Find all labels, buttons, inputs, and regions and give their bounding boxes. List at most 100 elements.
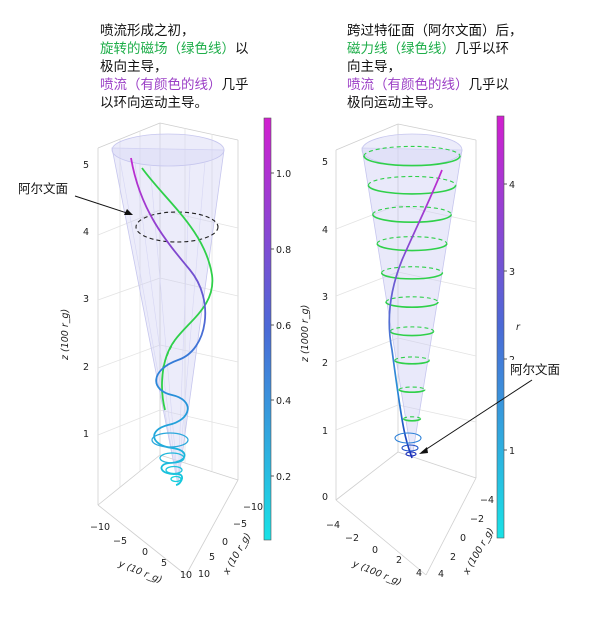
right-y-axis: −4 −2 0 2 4 y (100 r_g) bbox=[326, 520, 422, 588]
left-caption-line2-rest: 以 bbox=[235, 41, 249, 57]
right-field-line-turn bbox=[385, 301, 439, 308]
left-x-tick: −5 bbox=[233, 519, 247, 530]
right-field-line-turn bbox=[380, 272, 444, 280]
left-colorbar: 1.0 0.8 0.6 0.4 0.2 bbox=[263, 117, 291, 541]
right-y-tick: 2 bbox=[396, 555, 402, 566]
left-colorbar-tick: 1.0 bbox=[276, 169, 291, 180]
left-alfven-surface bbox=[135, 211, 219, 243]
left-caption-green: 旋转的磁场（绿色线） bbox=[100, 41, 235, 57]
right-z-label: z (1000 r_g) bbox=[300, 305, 311, 363]
right-field-line-turn bbox=[402, 418, 422, 422]
right-annotation: 阿尔文面 bbox=[419, 360, 568, 454]
left-3d-plot: 5 4 3 2 1 z (100 r_g) −10 −5 0 5 10 y (1… bbox=[18, 117, 291, 586]
left-annotation: 阿尔文面 bbox=[18, 181, 133, 215]
left-x-axis: −10 −5 0 5 10 x (10 r_g) bbox=[198, 502, 263, 580]
right-y-tick: 0 bbox=[372, 545, 378, 556]
left-cone bbox=[111, 133, 225, 486]
right-z-tick: 3 bbox=[322, 292, 328, 303]
left-colorbar-tick: 0.6 bbox=[276, 321, 291, 332]
left-z-tick: 5 bbox=[83, 160, 89, 171]
left-colorbar-tick: 0.4 bbox=[276, 396, 291, 407]
right-field-line-turn-back bbox=[403, 416, 421, 420]
left-field-line bbox=[141, 167, 214, 411]
right-axes-box bbox=[335, 123, 477, 576]
right-z-axis: 5 4 3 2 1 0 z (1000 r_g) bbox=[300, 157, 328, 503]
left-z-tick: 1 bbox=[83, 429, 89, 440]
left-caption-line3: 极向主导， bbox=[100, 59, 168, 75]
right-caption-line2: 磁力线（绿色线）几乎以环 bbox=[347, 40, 523, 58]
right-caption-line3: 向主导， bbox=[347, 59, 401, 75]
left-y-tick: 10 bbox=[180, 570, 192, 581]
right-field-line-turn bbox=[398, 389, 426, 393]
right-y-tick: −2 bbox=[345, 533, 359, 544]
left-x-tick: 0 bbox=[222, 537, 228, 548]
right-colorbar-tick: 4 bbox=[509, 180, 515, 191]
left-colorbar-tick: 0.8 bbox=[276, 245, 291, 256]
right-caption-green: 磁力线（绿色线） bbox=[347, 41, 455, 57]
left-x-tick: 5 bbox=[209, 552, 215, 563]
right-colorbar-label: r bbox=[516, 322, 521, 333]
right-field-line-turn-back bbox=[381, 266, 443, 273]
left-caption-line4-rest: 几乎 bbox=[221, 77, 249, 93]
right-field-line-turn-back bbox=[394, 356, 430, 361]
right-tip-rings bbox=[394, 432, 422, 457]
left-x-tick: −10 bbox=[243, 502, 263, 513]
right-caption-line4: 喷流（有颜色的线）几乎以 bbox=[347, 76, 523, 94]
right-field-line-turn bbox=[372, 214, 452, 224]
right-field-line-turn bbox=[367, 184, 457, 195]
left-z-tick: 3 bbox=[83, 294, 89, 305]
left-z-axis: 5 4 3 2 1 z (100 r_g) bbox=[60, 160, 89, 440]
right-y-tick: 4 bbox=[416, 568, 422, 579]
right-x-axis: −4 −2 0 2 4 x (100 r_g) bbox=[438, 495, 497, 580]
left-caption-line2: 旋转的磁场（绿色线）以 bbox=[100, 40, 249, 58]
left-caption-line1: 喷流形成之初， bbox=[100, 23, 195, 39]
right-field-line-turn-back bbox=[363, 145, 461, 157]
right-caption-line2-rest: 几乎以环 bbox=[455, 41, 509, 57]
left-z-tick: 2 bbox=[83, 362, 89, 373]
left-z-tick: 4 bbox=[83, 227, 89, 238]
right-colorbar-tick: 3 bbox=[509, 267, 515, 278]
left-annotation-text: 阿尔文面 bbox=[18, 181, 68, 196]
right-field-line-turn bbox=[363, 155, 461, 167]
right-caption-purple: 喷流（有颜色的线） bbox=[347, 77, 469, 93]
right-x-tick: −2 bbox=[470, 514, 484, 525]
right-annotation-text: 阿尔文面 bbox=[510, 362, 560, 377]
left-helix-rings bbox=[151, 432, 189, 483]
right-x-tick: 4 bbox=[438, 569, 444, 580]
left-x-tick: 10 bbox=[198, 569, 210, 580]
left-z-label: z (100 r_g) bbox=[60, 309, 71, 361]
right-x-tick: −4 bbox=[480, 495, 494, 506]
right-caption: 跨过特征面（阿尔文面）后， 磁力线（绿色线）几乎以环 向主导， 喷流（有颜色的线… bbox=[347, 22, 523, 112]
left-y-axis: −10 −5 0 5 10 y (10 r_g) bbox=[90, 522, 192, 586]
left-panel: 喷流形成之初， 旋转的磁场（绿色线）以 极向主导， 喷流（有颜色的线）几乎 以环… bbox=[18, 22, 291, 586]
left-caption: 喷流形成之初， 旋转的磁场（绿色线）以 极向主导， 喷流（有颜色的线）几乎 以环… bbox=[100, 22, 249, 112]
right-jet-trajectory bbox=[388, 169, 443, 459]
right-z-tick: 2 bbox=[322, 358, 328, 369]
left-field-line-dashed bbox=[161, 339, 176, 373]
left-jet-trajectory bbox=[130, 157, 207, 486]
left-y-tick: −10 bbox=[90, 522, 110, 533]
right-y-tick: −4 bbox=[326, 520, 340, 531]
left-caption-line5: 以环向运动主导。 bbox=[100, 95, 208, 111]
right-panel: 跨过特征面（阿尔文面）后， 磁力线（绿色线）几乎以环 向主导， 喷流（有颜色的线… bbox=[300, 0, 600, 619]
right-field-line-turn-back bbox=[398, 386, 426, 390]
right-field-line-turn-back bbox=[385, 296, 439, 303]
right-x-tick: 0 bbox=[460, 533, 466, 544]
right-z-tick: 1 bbox=[322, 426, 328, 437]
right-z-tick: 0 bbox=[322, 492, 328, 503]
right-field-line-turn bbox=[394, 360, 430, 365]
left-y-label: y (10 r_g) bbox=[116, 558, 164, 586]
left-y-tick: −5 bbox=[113, 536, 127, 547]
right-cone bbox=[361, 133, 463, 459]
right-field-line-turn bbox=[389, 330, 435, 337]
right-field-line-turn-back bbox=[389, 326, 435, 332]
left-colorbar-tick: 0.2 bbox=[276, 472, 291, 483]
right-colorbar: 4 3 2 1 r bbox=[496, 115, 521, 539]
right-3d-plot: 5 4 3 2 1 0 z (1000 r_g) −4 −2 0 2 4 y (… bbox=[300, 115, 568, 588]
left-caption-line4: 喷流（有颜色的线）几乎 bbox=[100, 76, 249, 94]
right-field-line-turn-back bbox=[367, 175, 457, 186]
right-z-tick: 4 bbox=[322, 225, 328, 236]
right-z-tick: 5 bbox=[322, 157, 328, 168]
right-field-line-turn bbox=[376, 243, 448, 252]
right-caption-line1: 跨过特征面（阿尔文面）后， bbox=[347, 23, 523, 39]
